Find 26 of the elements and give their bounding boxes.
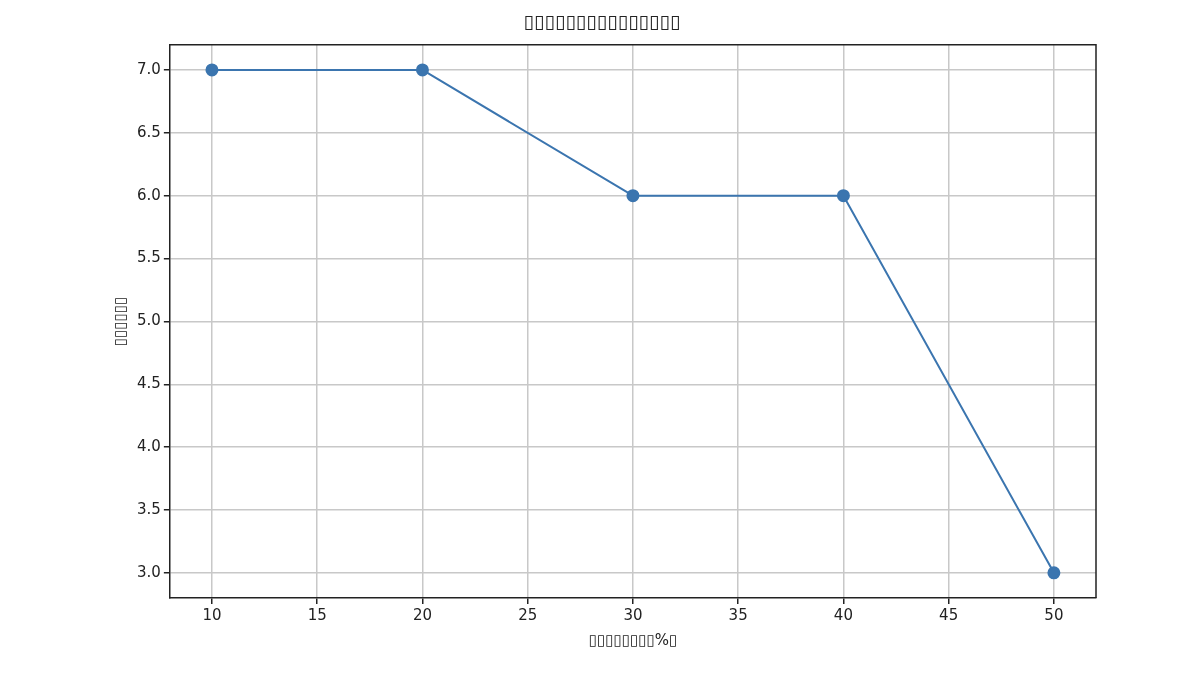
- x-tick-label: 35: [728, 605, 748, 624]
- y-tick-label: 4.5: [137, 374, 161, 393]
- y-tick-label: 4.0: [137, 437, 161, 456]
- point: [415, 63, 429, 77]
- x-tick-label: 15: [307, 605, 327, 624]
- y-tick-label: 5.5: [137, 248, 161, 267]
- point: [836, 189, 850, 203]
- x-tick-label: 45: [939, 605, 959, 624]
- y-tick-label: 5.0: [137, 311, 161, 330]
- y-tick-label: 6.0: [137, 185, 161, 204]
- x-axis-title: ▯▯▯▯▯▯▯▯%▯: [588, 630, 678, 649]
- y-axis-title: ▯▯▯▯▯▯: [110, 296, 129, 347]
- x-tick-label: 20: [412, 605, 432, 624]
- x-tick-label: 25: [518, 605, 538, 624]
- point: [1047, 566, 1061, 580]
- x-tick-label: 40: [833, 605, 853, 624]
- x-tick-label: 10: [202, 605, 222, 624]
- y-tick-label: 3.0: [137, 562, 161, 581]
- y-tick-label: 6.5: [137, 122, 161, 141]
- x-tick-label: 50: [1044, 605, 1064, 624]
- y-tick-label: 7.0: [137, 59, 161, 78]
- chart-title: ▯▯▯▯▯▯▯▯▯▯▯▯▯▯▯: [523, 10, 681, 33]
- point: [205, 63, 219, 77]
- y-tick-label: 3.5: [137, 499, 161, 518]
- point: [626, 189, 640, 203]
- x-tick-label: 30: [623, 605, 643, 624]
